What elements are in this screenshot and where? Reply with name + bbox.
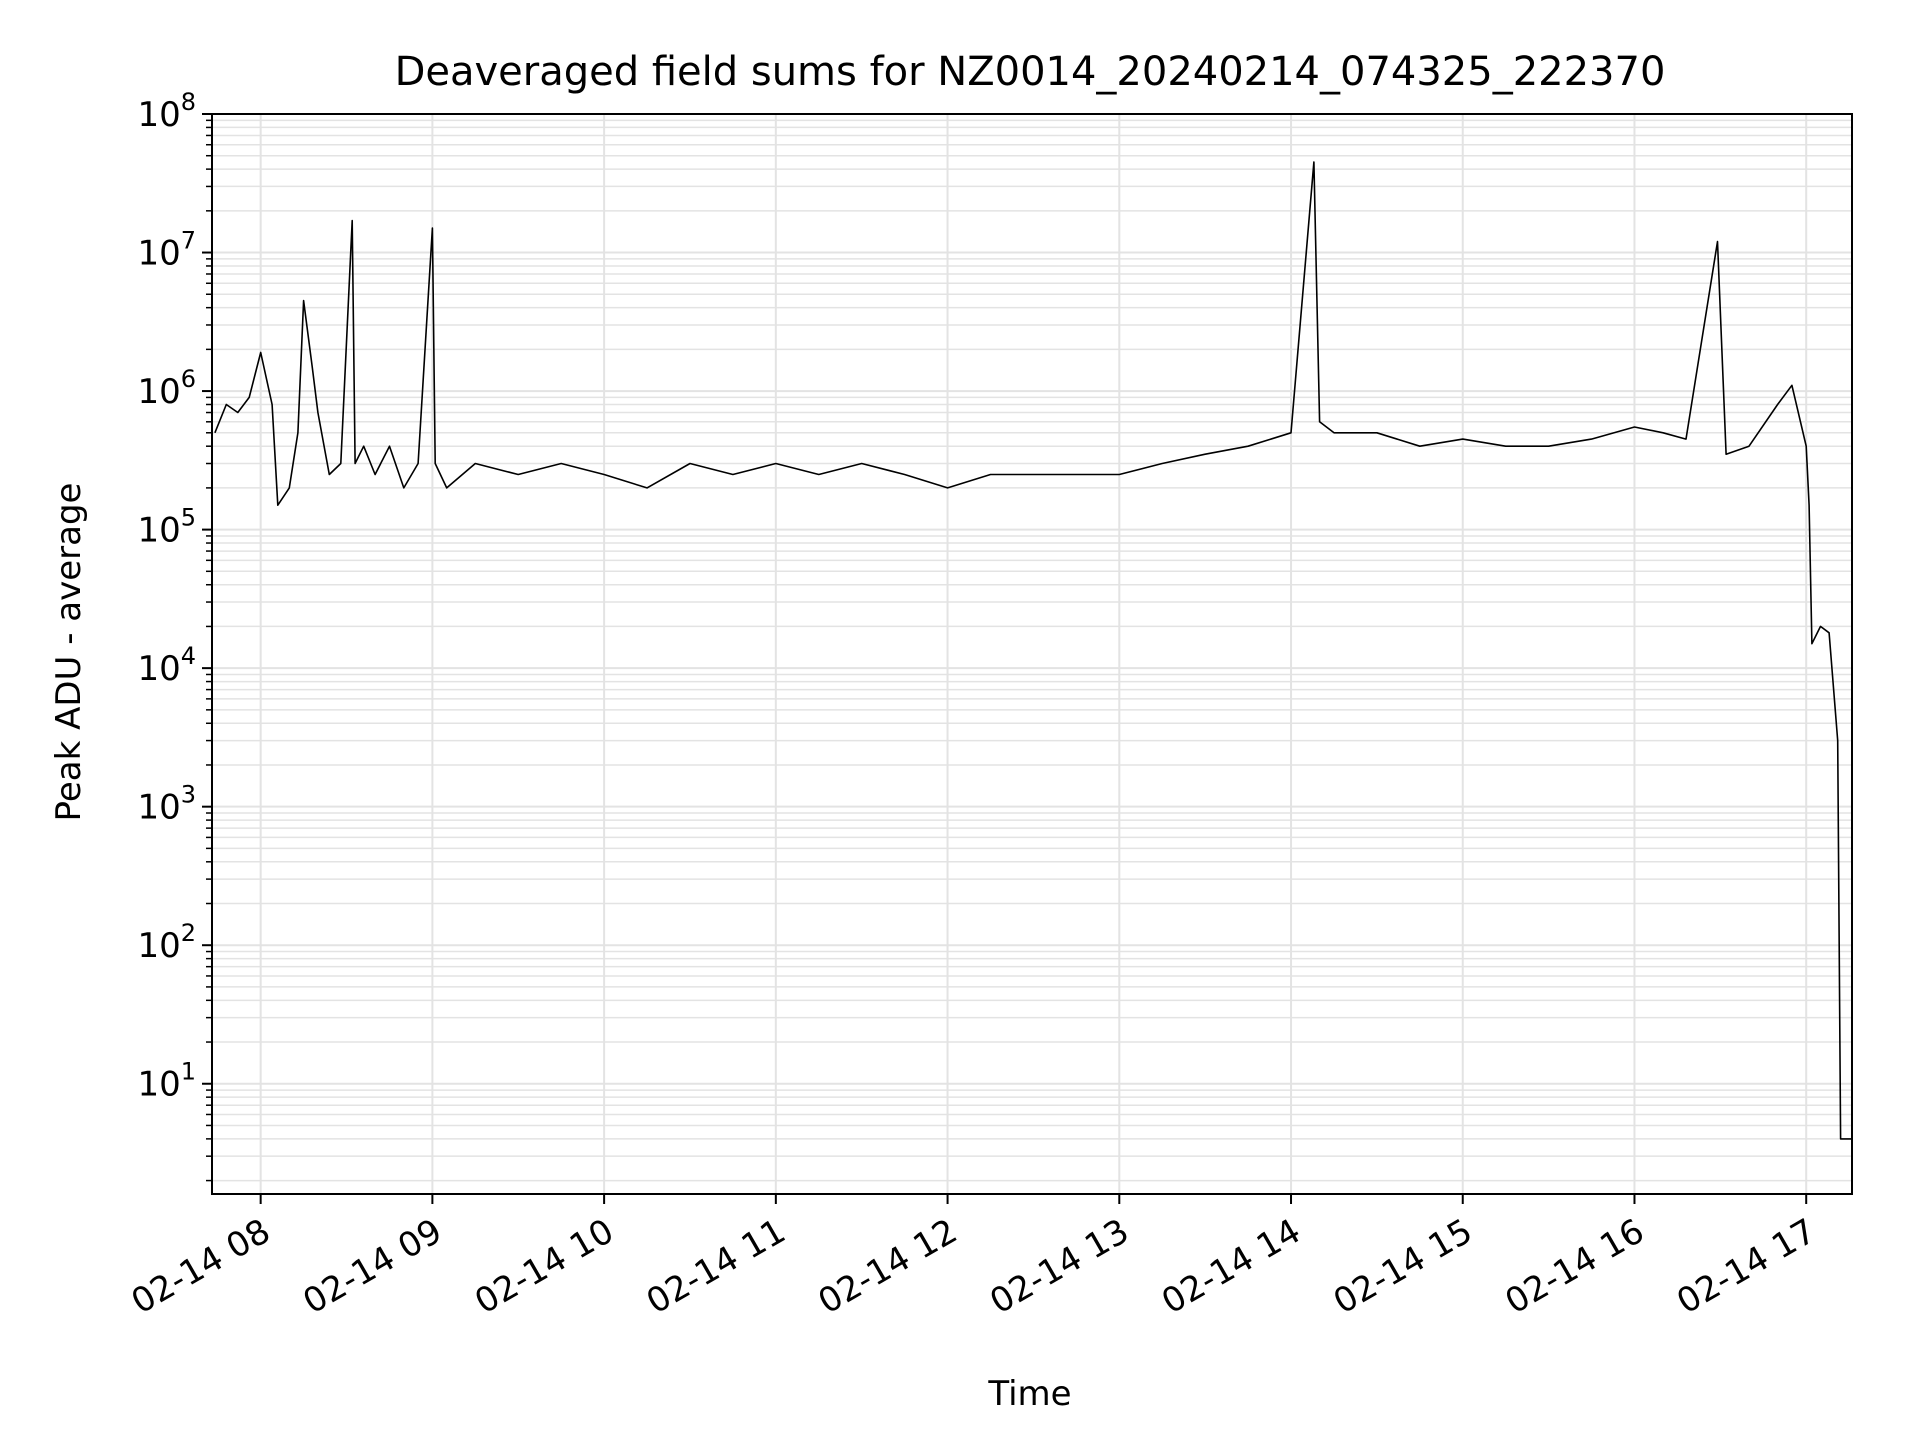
y-tick-label: 105 [137,504,196,551]
series-layer [214,161,1852,1140]
x-axis-label: Time [987,1374,1071,1414]
y-tick-label: 101 [137,1058,196,1105]
y-tick-label: 106 [137,365,196,412]
series-line [214,161,1852,1140]
y-axis: 101 102 103 104 105 106 107 108 [137,88,212,1105]
y-tick-label: 108 [137,88,196,135]
y-tick-label: 107 [137,227,196,274]
y-tick-label: 102 [137,919,196,966]
plot-frame [211,113,1853,1195]
chart-title: Deaveraged field sums for NZ0014_2024021… [395,49,1666,95]
y-tick-label: 104 [137,642,196,689]
y-axis-label: Peak ADU - average [49,483,89,822]
y-tick-label: 103 [137,781,196,828]
